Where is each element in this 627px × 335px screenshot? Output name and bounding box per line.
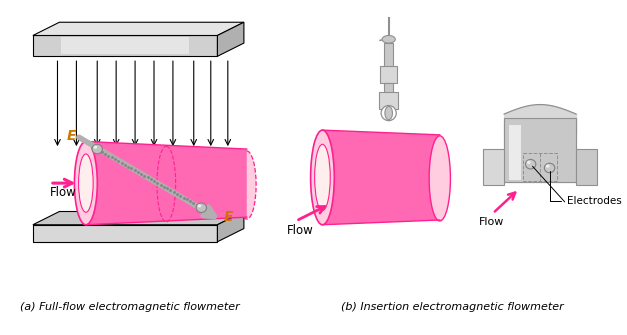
Text: Flow: Flow [50,186,76,199]
Polygon shape [384,83,393,94]
Polygon shape [384,43,393,68]
Polygon shape [576,149,597,185]
Ellipse shape [78,154,93,212]
Ellipse shape [385,107,393,120]
Ellipse shape [196,203,206,212]
Polygon shape [509,125,521,180]
Polygon shape [33,211,244,225]
Polygon shape [33,36,218,56]
Polygon shape [33,225,218,242]
Text: E: E [67,129,76,143]
Polygon shape [504,118,576,182]
Ellipse shape [429,136,450,221]
Ellipse shape [198,204,201,207]
Polygon shape [218,211,244,242]
Polygon shape [33,22,244,36]
Polygon shape [379,92,398,109]
Text: E: E [224,210,233,224]
Ellipse shape [544,163,555,173]
Ellipse shape [238,151,256,219]
Polygon shape [380,66,397,83]
Polygon shape [483,149,504,185]
Polygon shape [504,121,576,182]
Ellipse shape [92,144,102,154]
Polygon shape [218,22,244,56]
Ellipse shape [315,144,330,211]
Bar [523,153,557,181]
Ellipse shape [382,36,395,43]
Text: Electrodes: Electrodes [549,171,621,206]
Ellipse shape [75,141,97,225]
Text: (b) Insertion electromagnetic flowmeter: (b) Insertion electromagnetic flowmeter [340,302,564,312]
Ellipse shape [310,130,334,225]
Polygon shape [322,130,440,225]
Ellipse shape [525,159,536,169]
Ellipse shape [527,161,530,164]
Polygon shape [61,38,189,54]
Ellipse shape [381,106,396,121]
Text: Flow: Flow [478,217,504,227]
Text: Flow: Flow [287,224,314,237]
Text: (a) Full-flow electromagnetic flowmeter: (a) Full-flow electromagnetic flowmeter [21,302,240,312]
Polygon shape [86,141,247,225]
Ellipse shape [545,164,549,168]
Ellipse shape [93,145,97,149]
